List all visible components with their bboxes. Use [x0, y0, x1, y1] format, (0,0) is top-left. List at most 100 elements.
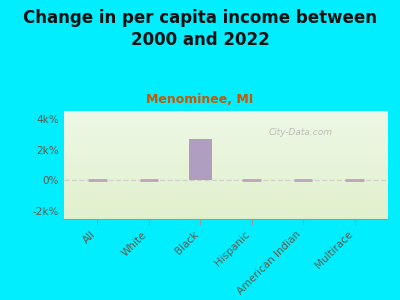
Text: Change in per capita income between
2000 and 2022: Change in per capita income between 2000…: [23, 9, 377, 49]
Bar: [64, 203, 388, 204]
Bar: [64, 178, 388, 179]
Bar: [64, 146, 388, 147]
Bar: [64, 130, 388, 131]
Bar: [64, 190, 388, 191]
Bar: [64, 156, 388, 158]
Bar: [64, 185, 388, 187]
Bar: [64, 183, 388, 184]
Bar: [64, 120, 388, 121]
Bar: [64, 188, 388, 189]
Bar: [64, 137, 388, 138]
Bar: [64, 155, 388, 156]
Bar: [64, 216, 388, 217]
Bar: [64, 152, 388, 153]
Bar: [64, 158, 388, 160]
Bar: [64, 179, 388, 180]
Bar: [64, 126, 388, 127]
Bar: [64, 166, 388, 167]
Bar: [64, 116, 388, 118]
Bar: [64, 180, 388, 181]
Bar: [64, 131, 388, 133]
Bar: [64, 153, 388, 154]
Bar: [64, 215, 388, 216]
Bar: [64, 174, 388, 175]
Bar: [64, 217, 388, 218]
Bar: [64, 148, 388, 149]
Bar: [64, 154, 388, 155]
Bar: [64, 138, 388, 139]
Bar: [64, 164, 388, 165]
Bar: [64, 177, 388, 178]
Bar: [64, 168, 388, 169]
Bar: [64, 192, 388, 193]
Bar: [64, 165, 388, 166]
Bar: [64, 202, 388, 203]
Bar: [64, 127, 388, 128]
Bar: [64, 212, 388, 214]
Bar: [64, 175, 388, 176]
Bar: [64, 207, 388, 208]
Bar: [64, 176, 388, 177]
Bar: [64, 199, 388, 200]
Bar: [64, 196, 388, 197]
Bar: [64, 163, 388, 164]
Bar: [64, 123, 388, 124]
Bar: [64, 150, 388, 151]
Bar: [64, 121, 388, 122]
Bar: [64, 195, 388, 196]
Bar: [64, 206, 388, 207]
Bar: [64, 124, 388, 125]
Bar: [64, 113, 388, 114]
Bar: [64, 140, 388, 141]
Bar: [189, 139, 212, 180]
Text: Menominee, MI: Menominee, MI: [146, 93, 254, 106]
Bar: [64, 114, 388, 115]
Bar: [64, 167, 388, 168]
Bar: [64, 149, 388, 150]
Bar: [64, 125, 388, 126]
Bar: [64, 112, 388, 113]
Bar: [64, 128, 388, 129]
Bar: [64, 115, 388, 116]
Bar: [64, 162, 388, 163]
Bar: [64, 133, 388, 134]
Bar: [64, 151, 388, 152]
Bar: [64, 143, 388, 145]
Bar: [64, 214, 388, 215]
Bar: [64, 200, 388, 201]
Bar: [64, 111, 388, 112]
Bar: [64, 169, 388, 170]
Bar: [64, 170, 388, 172]
Bar: [64, 136, 388, 137]
Bar: [64, 201, 388, 202]
Bar: [64, 208, 388, 209]
Bar: [64, 209, 388, 210]
Bar: [64, 118, 388, 120]
Bar: [64, 139, 388, 140]
Bar: [64, 193, 388, 194]
Bar: [64, 129, 388, 130]
Bar: [64, 194, 388, 195]
Bar: [64, 187, 388, 188]
Text: City-Data.com: City-Data.com: [268, 128, 332, 137]
Bar: [64, 205, 388, 206]
Bar: [64, 118, 388, 119]
Bar: [64, 122, 388, 123]
Bar: [64, 134, 388, 135]
Bar: [64, 218, 388, 219]
Bar: [64, 182, 388, 183]
Bar: [64, 204, 388, 205]
Bar: [64, 161, 388, 162]
Bar: [64, 197, 388, 199]
Bar: [64, 145, 388, 146]
Bar: [64, 147, 388, 148]
Bar: [64, 142, 388, 143]
Bar: [64, 141, 388, 142]
Bar: [64, 184, 388, 185]
Bar: [64, 135, 388, 136]
Bar: [64, 181, 388, 182]
Bar: [64, 172, 388, 174]
Bar: [64, 160, 388, 161]
Bar: [64, 210, 388, 211]
Bar: [64, 191, 388, 192]
